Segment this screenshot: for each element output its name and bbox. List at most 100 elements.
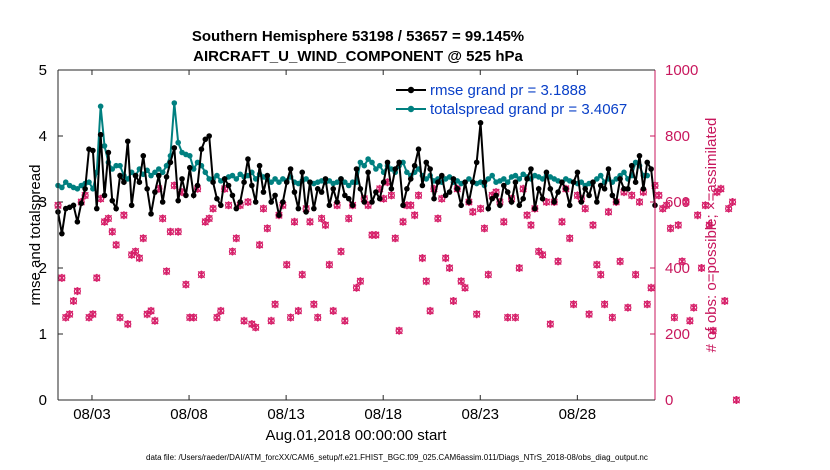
- rmse-point: [446, 189, 453, 195]
- rmse-point: [272, 192, 278, 199]
- rmse-point: [345, 195, 352, 202]
- obs-assimilated-marker: [504, 313, 512, 322]
- obs-assimilated-marker: [721, 297, 729, 305]
- obs-assimilated-marker: [93, 273, 101, 282]
- obs-assimilated-marker: [89, 310, 97, 319]
- obs-assimilated-marker: [124, 320, 132, 329]
- rmse-point: [229, 192, 236, 199]
- rmse-point: [373, 189, 379, 195]
- obs-assimilated-marker: [566, 234, 574, 243]
- rmse-point: [93, 205, 100, 212]
- totalspread-point: [345, 182, 352, 189]
- obs-assimilated-marker: [624, 303, 632, 312]
- legend-rmse-marker: [407, 86, 415, 94]
- rmse-point: [438, 172, 445, 179]
- rmse-point: [117, 172, 123, 179]
- rmse-point: [466, 199, 472, 205]
- obs-assimilated-marker: [600, 300, 609, 309]
- obs-assimilated-marker: [476, 204, 485, 213]
- rmse-point: [330, 186, 337, 192]
- y-tick-label: 4: [39, 128, 47, 145]
- obs-assimilated-marker: [252, 323, 260, 332]
- rmse-point: [190, 192, 197, 199]
- rmse-point: [516, 202, 523, 209]
- obs-assimilated-marker: [635, 198, 644, 206]
- rmse-point: [109, 197, 116, 204]
- obs-assimilated-marker: [426, 306, 434, 315]
- obs-assimilated-marker: [228, 247, 237, 256]
- rmse-point: [233, 205, 240, 212]
- obs-assimilated-marker: [395, 326, 403, 335]
- rmse-point: [520, 195, 526, 202]
- rmse-point: [148, 211, 154, 217]
- rmse-point: [307, 179, 313, 185]
- rmse-point: [311, 205, 317, 212]
- legend-spread-marker: [407, 105, 415, 113]
- rmse-point: [225, 182, 232, 189]
- rmse-point: [450, 176, 457, 182]
- obs-assimilated-marker: [162, 267, 171, 276]
- obs-assimilated-marker: [418, 254, 427, 263]
- rmse-point: [582, 186, 589, 192]
- rmse-point: [532, 205, 538, 212]
- totalspread-point: [101, 143, 108, 149]
- obs-assimilated-marker: [112, 240, 120, 249]
- obs-assimilated-marker: [682, 198, 690, 206]
- obs-assimilated-marker: [445, 264, 454, 272]
- rmse-point: [214, 195, 220, 202]
- y-right-tick-label: 400: [665, 260, 690, 277]
- rmse-point: [563, 186, 569, 192]
- rmse-point: [159, 199, 166, 205]
- obs-assimilated-marker: [190, 313, 198, 322]
- rmse-point: [237, 199, 244, 205]
- obs-assimilated-marker: [120, 211, 128, 220]
- rmse-point: [283, 179, 290, 185]
- obs-assimilated-marker: [306, 217, 314, 226]
- rmse-point: [609, 192, 616, 199]
- rmse-point: [194, 182, 201, 189]
- obs-assimilated-marker: [283, 260, 291, 269]
- rmse-point: [90, 147, 96, 154]
- rmse-point: [70, 202, 77, 209]
- rmse-point: [136, 179, 143, 185]
- totalspread-point: [117, 162, 123, 169]
- rmse-point: [318, 189, 325, 195]
- totalspread-point: [365, 156, 371, 162]
- totalspread-point: [404, 169, 410, 176]
- obs-assimilated-marker: [290, 217, 299, 226]
- rmse-point: [249, 182, 255, 189]
- y-right-tick-label: 600: [665, 194, 690, 211]
- totalspread-point: [303, 176, 309, 182]
- obs-assimilated-marker: [589, 221, 597, 230]
- y-tick-label: 0: [39, 392, 47, 409]
- obs-assimilated-marker: [213, 313, 221, 322]
- rmse-point: [473, 159, 480, 166]
- rmse-point: [547, 186, 554, 192]
- totalspread-point: [187, 153, 193, 159]
- x-tick-label: 08/03: [73, 406, 111, 423]
- totalspread-point: [90, 186, 96, 192]
- rmse-point: [613, 199, 620, 205]
- totalspread-point: [272, 176, 278, 182]
- rmse-point: [477, 120, 484, 126]
- totalspread-point: [163, 162, 170, 169]
- totalspread-point: [357, 159, 364, 166]
- obs-assimilated-marker: [294, 306, 303, 315]
- rmse-point: [202, 136, 209, 143]
- obs-assimilated-marker: [341, 316, 349, 325]
- obs-assimilated-marker: [73, 287, 82, 296]
- x-axis-label: Aug.01,2018 00:00:00 start: [266, 427, 448, 444]
- rmse-point: [97, 131, 104, 138]
- obs-assimilated-marker: [147, 306, 155, 315]
- obs-assimilated-marker: [337, 247, 345, 256]
- obs-assimilated-marker: [593, 260, 601, 269]
- rmse-point: [113, 205, 119, 212]
- obs-assimilated-marker: [655, 191, 663, 200]
- rmse-point: [625, 186, 631, 192]
- rmse-point: [380, 179, 387, 185]
- rmse-point: [504, 189, 511, 195]
- obs-assimilated-marker: [255, 240, 264, 249]
- obs-assimilated-marker: [581, 204, 589, 213]
- rmse-point: [365, 169, 371, 176]
